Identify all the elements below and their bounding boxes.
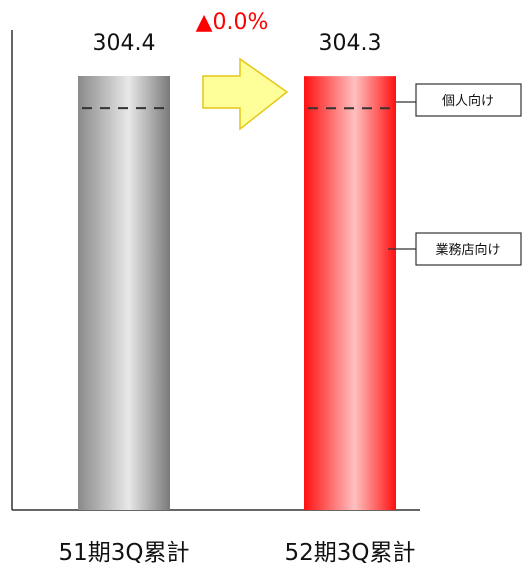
down-triangle-icon: ▲ [196, 10, 213, 35]
callout-label-individual: 個人向け [442, 93, 494, 109]
data-label-52: 304.3 [319, 31, 382, 56]
change-label: ▲0.0% [196, 10, 269, 35]
change-value: 0.0% [213, 10, 269, 35]
category-label-52: 52期3Q累計 [284, 540, 415, 566]
callout-box-business [415, 232, 522, 266]
bar-52 [304, 76, 396, 510]
callout-label-business: 業務店向け [435, 242, 500, 258]
category-label-51: 51期3Q累計 [58, 540, 189, 566]
bars-group [78, 76, 396, 510]
bar-51 [78, 76, 170, 510]
data-label-51: 304.4 [93, 31, 156, 56]
callout-box-individual [415, 83, 522, 117]
arrow-right-icon [202, 57, 289, 131]
